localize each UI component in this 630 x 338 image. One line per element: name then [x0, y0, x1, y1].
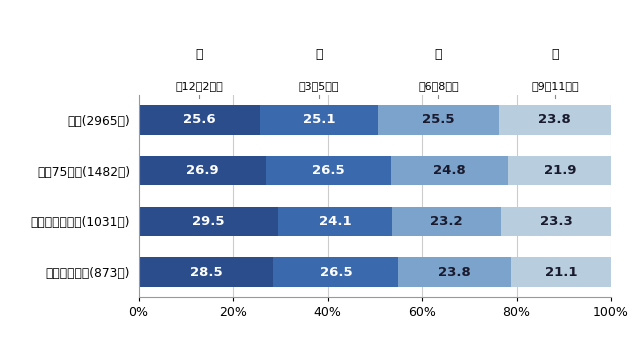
- Text: 23.8: 23.8: [438, 266, 471, 279]
- Text: 26.9: 26.9: [186, 164, 219, 177]
- Text: 冬: 冬: [195, 48, 203, 61]
- Bar: [139, 207, 278, 236]
- Text: 25.5: 25.5: [422, 114, 455, 126]
- Bar: [501, 207, 612, 236]
- Bar: [511, 258, 610, 287]
- Bar: [508, 156, 612, 186]
- Bar: [378, 105, 499, 135]
- Text: 24.1: 24.1: [319, 215, 352, 228]
- Bar: [499, 105, 611, 135]
- Bar: [139, 156, 266, 186]
- Bar: [399, 258, 511, 287]
- Bar: [278, 207, 392, 236]
- Text: 夏: 夏: [435, 48, 442, 61]
- Text: 25.6: 25.6: [183, 114, 215, 126]
- Text: 23.3: 23.3: [540, 215, 573, 228]
- Bar: [266, 156, 391, 186]
- Bar: [139, 258, 273, 287]
- Text: 24.8: 24.8: [433, 164, 466, 177]
- Text: 21.9: 21.9: [544, 164, 576, 177]
- Bar: [260, 105, 378, 135]
- Text: 21.1: 21.1: [544, 266, 577, 279]
- Text: 秋: 秋: [551, 48, 559, 61]
- Bar: [391, 156, 508, 186]
- Text: 23.2: 23.2: [430, 215, 463, 228]
- Bar: [392, 207, 501, 236]
- Bar: [139, 105, 260, 135]
- Text: 26.5: 26.5: [319, 266, 352, 279]
- Bar: [273, 258, 399, 287]
- Text: 26.5: 26.5: [312, 164, 345, 177]
- Text: （9～11月）: （9～11月）: [531, 81, 579, 91]
- Text: 25.1: 25.1: [302, 114, 335, 126]
- Text: 28.5: 28.5: [190, 266, 222, 279]
- Text: （3～5月）: （3～5月）: [299, 81, 339, 91]
- Text: 23.8: 23.8: [539, 114, 571, 126]
- Text: （6～8月）: （6～8月）: [418, 81, 459, 91]
- Text: 29.5: 29.5: [192, 215, 224, 228]
- Text: 春: 春: [315, 48, 323, 61]
- Text: （12～2月）: （12～2月）: [175, 81, 223, 91]
